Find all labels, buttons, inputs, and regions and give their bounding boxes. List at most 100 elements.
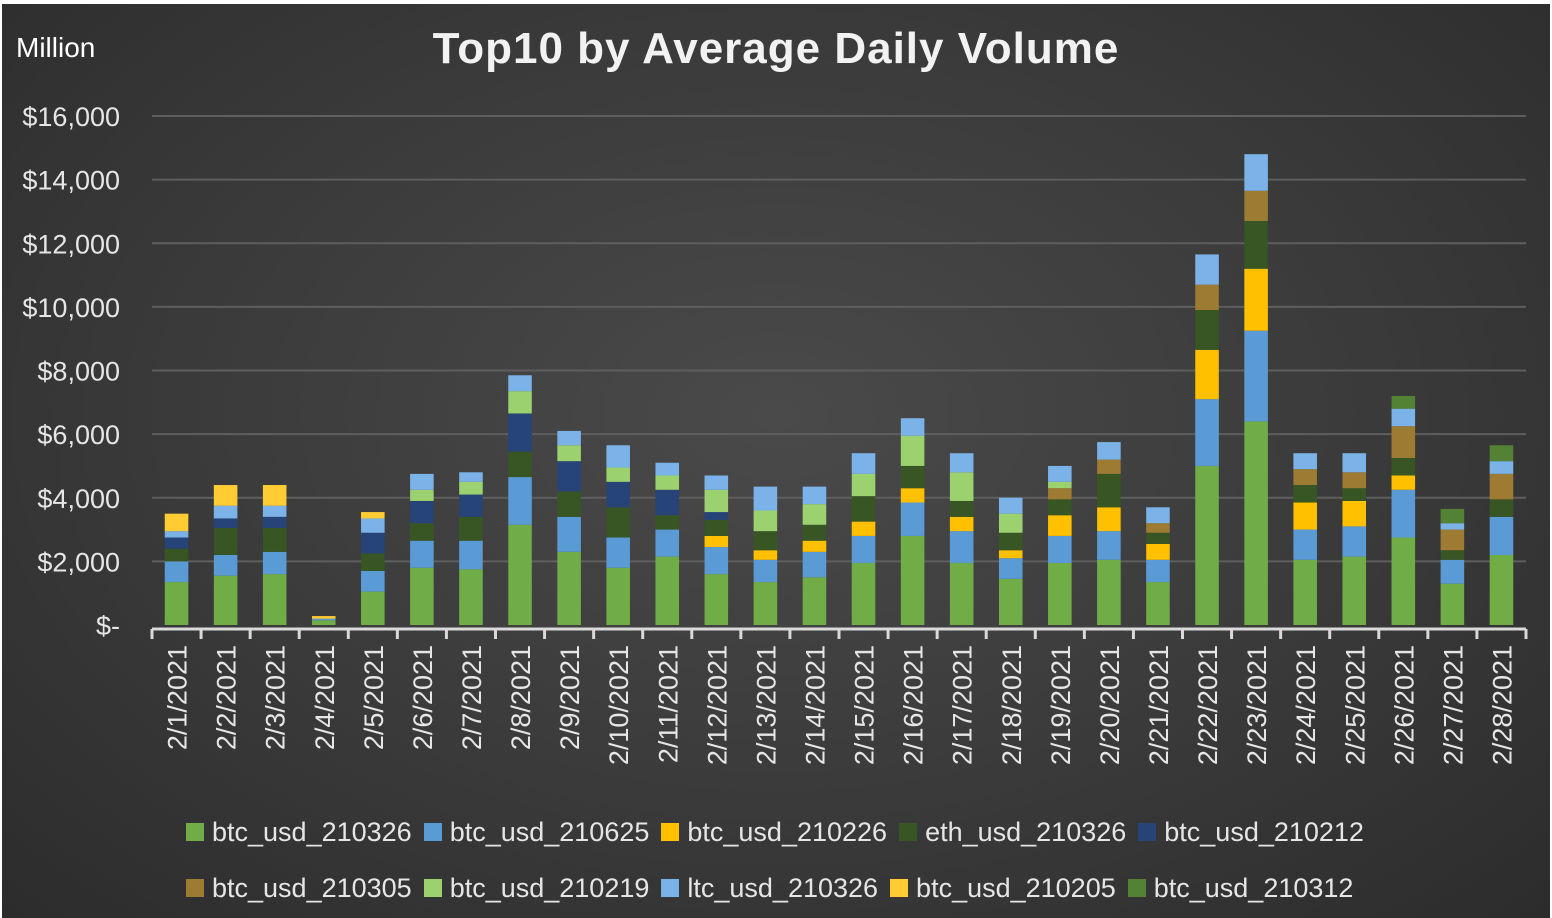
x-tick-label: 2/19/2021: [1046, 645, 1076, 765]
bar-segment-btc_usd_210226: [753, 550, 778, 560]
bar-segment-btc_usd_210226: [851, 521, 876, 536]
bar-segment-btc_usd_210625: [262, 551, 287, 575]
bar-segment-ltc_usd_210326: [998, 497, 1023, 514]
bar-segment-btc_usd_210625: [410, 540, 434, 568]
x-tick-label: 2/9/2021: [555, 645, 585, 750]
y-tick-label: $8,000: [37, 357, 120, 387]
bar-segment-btc_usd_210305: [1195, 284, 1219, 311]
bar-segment-btc_usd_210212: [361, 532, 385, 554]
legend-swatch: [899, 823, 918, 841]
x-tick-label: 2/24/2021: [1291, 645, 1321, 765]
bar-segment-ltc_usd_210326: [851, 453, 876, 474]
bar-segment-ltc_usd_210326: [1244, 154, 1268, 191]
chart-frame: $- $2,000 $4,000 $6,000 $8,000 $10,000 $12,000…: [2, 4, 1550, 918]
bar-segment-ltc_usd_210326: [1440, 523, 1465, 530]
bar-segment-btc_usd_210219: [508, 391, 532, 414]
x-tick-label: 2/26/2021: [1389, 645, 1419, 765]
bar-segment-btc_usd_210212: [704, 512, 729, 521]
bar-segment-btc_usd_210226: [998, 550, 1023, 559]
bar-segment-ltc_usd_210326: [262, 505, 287, 517]
bar-segment-ltc_usd_210326: [900, 418, 925, 436]
bar-segment-eth_usd_210326: [1244, 220, 1268, 269]
bar-segment-btc_usd_210326: [998, 578, 1023, 625]
x-tick-label: 2/21/2021: [1144, 645, 1174, 765]
y-tick-label: $10,000: [22, 293, 120, 323]
bar-segment-eth_usd_210326: [1146, 532, 1170, 544]
bar-segment-btc_usd_210205: [213, 485, 238, 506]
bar-segment-btc_usd_210219: [459, 481, 483, 495]
legend-label: btc_usd_210625: [449, 816, 650, 847]
bar-segment-btc_usd_210305: [1097, 459, 1121, 474]
legend-label: btc_usd_210305: [212, 872, 412, 903]
x-tick-label: 2/13/2021: [751, 645, 781, 765]
bar-segment-btc_usd_210226: [1146, 543, 1170, 560]
bar-segment-eth_usd_210326: [361, 553, 385, 571]
bar-segment-ltc_usd_210326: [802, 486, 827, 505]
bar-segment-btc_usd_210326: [1293, 559, 1317, 625]
bar-segment-eth_usd_210326: [1440, 550, 1465, 560]
bar-segment-btc_usd_210219: [851, 473, 876, 497]
bar-segment-btc_usd_210219: [949, 472, 974, 501]
legend-row: btc_usd_210305 btc_usd_210219 ltc_usd_2103…: [186, 860, 1486, 916]
bar-segment-btc_usd_210326: [949, 562, 974, 625]
bar-segment-ltc_usd_210326: [606, 445, 630, 468]
bar-segment-btc_usd_210226: [949, 516, 974, 532]
bar-segment-ltc_usd_210326: [1391, 408, 1416, 427]
x-tick-label: 2/23/2021: [1242, 645, 1272, 765]
bar-segment-btc_usd_210326: [802, 577, 827, 625]
bar-segment-btc_usd_210226: [704, 535, 729, 548]
y-tick-label: $14,000: [22, 166, 120, 196]
bar-segment-btc_usd_210625: [606, 537, 630, 568]
legend-item: btc_usd_210205: [890, 873, 1116, 904]
bar-segment-btc_usd_210625: [655, 529, 680, 557]
bar-segment-btc_usd_210625: [1489, 516, 1514, 556]
x-tick-label: 2/15/2021: [850, 645, 880, 765]
legend-swatch: [186, 879, 204, 897]
y-tick-label: $12,000: [22, 229, 120, 259]
bar-segment-eth_usd_210326: [606, 507, 630, 538]
bar-segment-eth_usd_210326: [1489, 499, 1514, 517]
legend-item: eth_usd_210326: [899, 817, 1126, 848]
bar-segment-btc_usd_210305: [1440, 529, 1465, 551]
y-tick-label: $6,000: [37, 420, 120, 450]
legend-item: btc_usd_210212: [1138, 817, 1364, 848]
bar-segment-btc_usd_210205: [262, 485, 287, 506]
legend-swatch: [661, 879, 680, 897]
bar-segment-btc_usd_210625: [557, 516, 581, 552]
bar-segment-btc_usd_210625: [1391, 489, 1416, 538]
bar-segment-ltc_usd_210326: [655, 462, 680, 476]
bar-segment-ltc_usd_210326: [361, 518, 385, 533]
x-tick-label: 2/5/2021: [359, 645, 389, 750]
bar-segment-btc_usd_210625: [753, 559, 778, 583]
bar-segment-ltc_usd_210326: [1342, 453, 1367, 473]
bar-segment-btc_usd_210212: [410, 500, 434, 524]
x-tick-label: 2/22/2021: [1193, 645, 1223, 765]
legend-swatch: [423, 823, 442, 841]
legend-item: btc_usd_210305: [186, 873, 412, 904]
bar-segment-btc_usd_210212: [655, 489, 680, 516]
bar-segment-btc_usd_210305: [1391, 426, 1416, 458]
bar-segment-btc_usd_210219: [704, 489, 729, 513]
bar-segment-btc_usd_210326: [1097, 559, 1121, 625]
legend-swatch: [1127, 879, 1146, 897]
bar-segment-btc_usd_210326: [459, 569, 483, 625]
x-tick-label: 2/28/2021: [1487, 645, 1517, 765]
bar-segment-btc_usd_210625: [213, 555, 238, 576]
bar-segment-btc_usd_210625: [1342, 526, 1367, 557]
bar-segment-btc_usd_210625: [459, 540, 483, 570]
bar-segment-eth_usd_210326: [851, 496, 876, 522]
bar-segment-btc_usd_210219: [753, 510, 778, 532]
x-tick-label: 2/3/2021: [261, 645, 291, 750]
bar-segment-eth_usd_210326: [1342, 488, 1367, 501]
bar-segment-eth_usd_210326: [557, 491, 581, 517]
bar-segment-btc_usd_210326: [361, 591, 385, 625]
bar-segment-btc_usd_210326: [1489, 555, 1514, 625]
bar-segment-btc_usd_210625: [851, 535, 876, 563]
bar-segment-eth_usd_210326: [1195, 310, 1219, 350]
bar-segment-btc_usd_210326: [1391, 537, 1416, 625]
bar-segment-btc_usd_210326: [1342, 556, 1367, 625]
bar-segment-btc_usd_210326: [508, 524, 532, 625]
legend-item: btc_usd_210312: [1127, 873, 1353, 904]
legend-label: btc_usd_210326: [212, 816, 412, 847]
bar-segment-ltc_usd_210326: [1146, 507, 1170, 524]
